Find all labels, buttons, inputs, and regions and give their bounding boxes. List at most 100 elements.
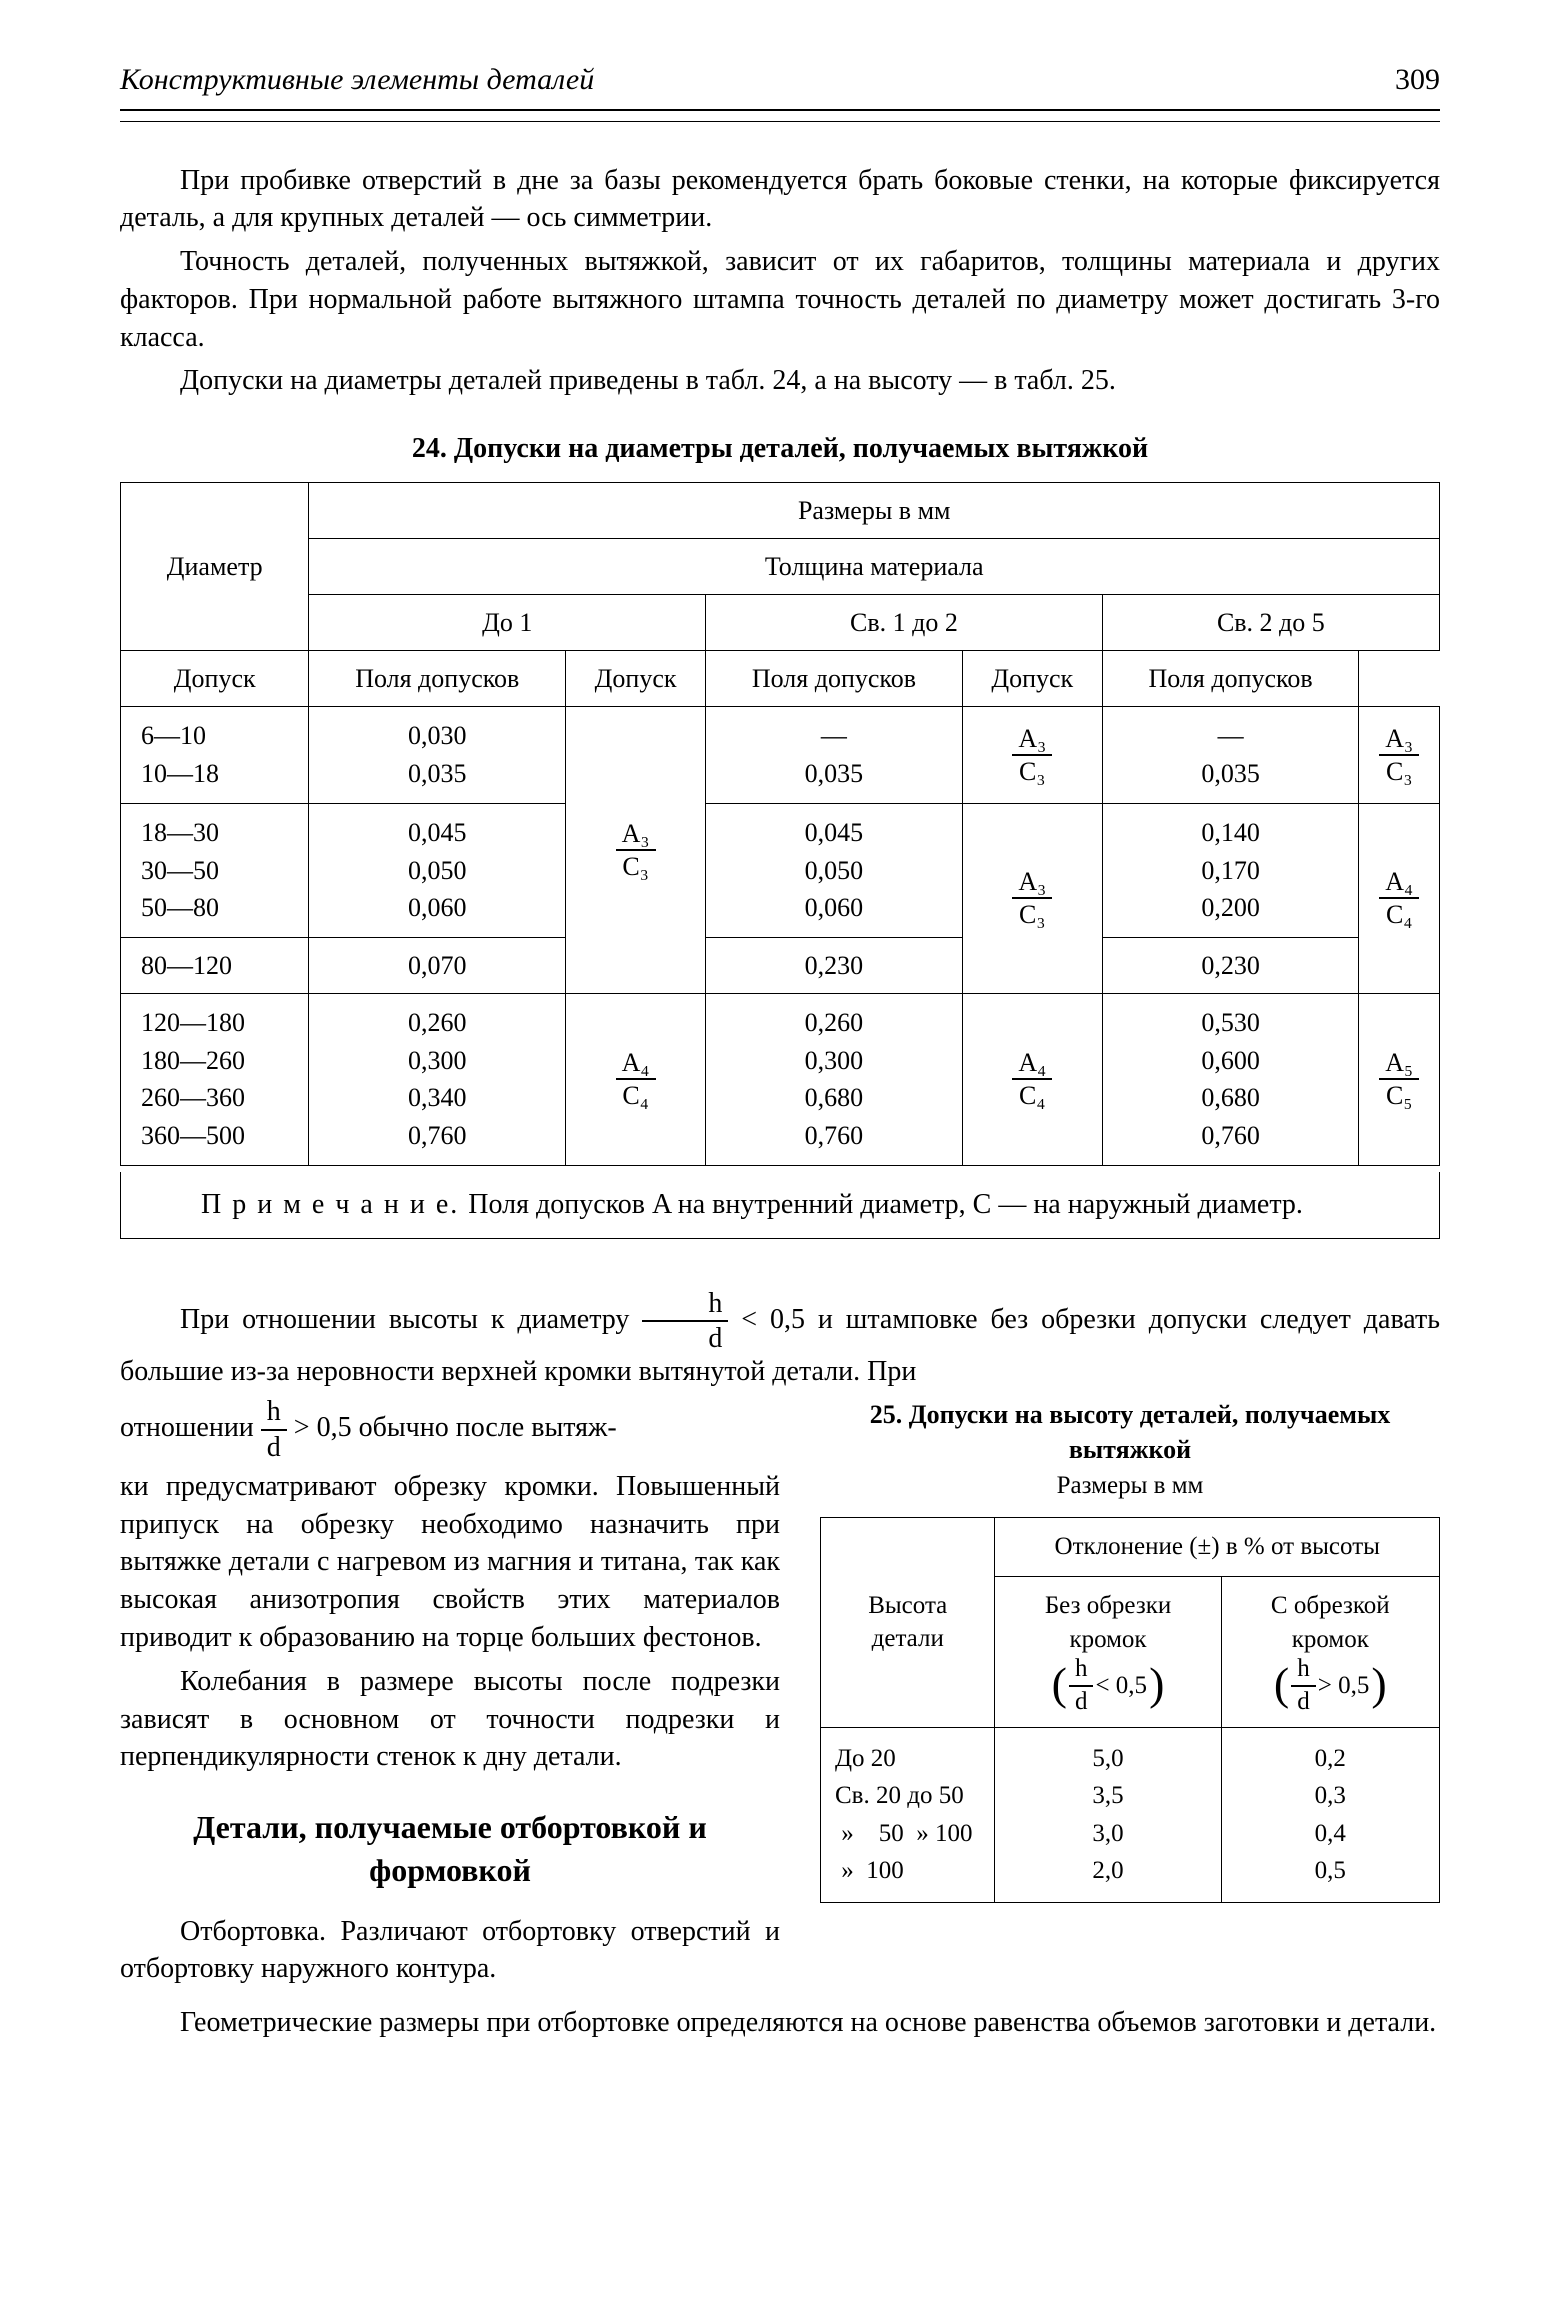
table24-caption: 24. Допуски на диаметры деталей, получае… [120, 430, 1440, 468]
t25-head: Без обрез­ки кромок ( h d < 0,5 ) [995, 1576, 1221, 1727]
frac-num: h [1069, 1656, 1094, 1686]
frac-den: C₅ [1379, 1080, 1419, 1109]
t24-cell: 120—180 180—260 260—360 360—500 [121, 993, 309, 1165]
t24-size-head: Размеры в мм [309, 483, 1440, 539]
t24-cell: 0,260 0,300 0,340 0,760 [309, 993, 566, 1165]
frac-den: d [261, 1431, 287, 1462]
t25-cell: До 20 Св. 20 до 50 » 50 » 100 » 100 [821, 1727, 995, 1902]
text-run: отношении [120, 1412, 261, 1443]
t24-field-cell: A₃ C₃ [962, 803, 1102, 993]
frac-num: A₄ [1379, 868, 1419, 899]
right-column: 25. Допуски на высоту деталей, получаемы… [820, 1397, 1440, 1903]
t24-field-cell: A₄ C₄ [566, 993, 706, 1165]
fraction-a3c3: A₃ C₃ [1012, 725, 1052, 786]
t24-cell: — 0,035 [706, 707, 963, 803]
table25-caption: 25. Допуски на высоту деталей, получаемы… [820, 1397, 1440, 1467]
t24-subhead: Допуск [121, 651, 309, 707]
paragraph: При пробивке отверстий в дне за базы рек… [120, 162, 1440, 238]
frac-num: A₅ [1379, 1049, 1419, 1080]
text-run: < 0,5 [1095, 1669, 1147, 1703]
t24-cell: 0,070 [309, 937, 566, 993]
section-heading: Детали, получаемые отбортовкой и формовк… [120, 1806, 780, 1892]
t24-cell: 0,260 0,300 0,680 0,760 [706, 993, 963, 1165]
t24-field-cell: A₃ C₃ [962, 707, 1102, 803]
table25-subcaption: Размеры в мм [820, 1469, 1440, 1503]
frac-num: h [261, 1397, 287, 1430]
t24-cell: 0,140 0,170 0,200 [1102, 803, 1359, 937]
paragraph: Точность деталей, полученных вытяжкой, з… [120, 243, 1440, 356]
paragraph: При отношении высоты к диаметру h d < 0,… [120, 1289, 1440, 1392]
t24-cell: 0,045 0,050 0,060 [706, 803, 963, 937]
frac-den: C₄ [1379, 899, 1419, 928]
frac-num: A₃ [616, 820, 656, 851]
frac-den: C₃ [1379, 756, 1419, 785]
fraction-hd: h d [642, 1289, 728, 1354]
text-run: > 0,5 [1318, 1669, 1370, 1703]
table25: Высота детали Отклонение (±) в % от высо… [820, 1517, 1440, 1903]
note-label: П р и м е ч а н и е. [201, 1189, 468, 1220]
text-run: С обрезкой кромок [1230, 1589, 1431, 1657]
frac-num: h [1291, 1656, 1316, 1686]
frac-den: C₃ [1012, 899, 1052, 928]
fraction-a4c4: A₄ C₄ [616, 1049, 656, 1110]
t24-subhead: Допуск [566, 651, 706, 707]
running-title: Конструктивные элементы деталей [120, 60, 594, 101]
t25-cell: 5,0 3,5 3,0 2,0 [995, 1727, 1221, 1902]
fraction-a3c3: A₃ C₃ [1012, 868, 1052, 929]
paragraph: Геометрические размеры при отбортовке оп… [120, 2004, 1440, 2042]
text-run: > 0,5 обычно после вытяж- [294, 1412, 617, 1443]
t24-col-group: До 1 [309, 595, 706, 651]
table24: Диаметр Размеры в мм Толщина материала Д… [120, 482, 1440, 1166]
fraction-a4c4: A₄ C₄ [1012, 1049, 1052, 1110]
running-head: Конструктивные элементы деталей 309 [120, 60, 1440, 111]
t24-subhead: Поля допусков [309, 651, 566, 707]
fraction-a5c5: A₅ C₅ [1379, 1049, 1419, 1110]
t24-cell: 6—10 10—18 [121, 707, 309, 803]
frac-den: d [1069, 1687, 1094, 1715]
t24-subhead: Поля допусков [1102, 651, 1359, 707]
t24-cell: 18—30 30—50 50—80 [121, 803, 309, 937]
t24-field-cell: A₄ C₄ [962, 993, 1102, 1165]
t24-col-group: Св. 2 до 5 [1102, 595, 1439, 651]
t25-cell: 0,2 0,3 0,4 0,5 [1221, 1727, 1439, 1902]
left-column: отношении h d > 0,5 обычно после вытяж- … [120, 1397, 780, 1994]
fraction-a4c4: A₄ C₄ [1379, 868, 1419, 929]
t25-head: С обрезкой кромок ( h d > 0,5 ) [1221, 1576, 1439, 1727]
paragraph: Колебания в размере высоты после подрезк… [120, 1663, 780, 1776]
frac-den: d [642, 1322, 728, 1353]
t24-col-group: Св. 1 до 2 [706, 595, 1103, 651]
t24-diameter-head: Диаметр [121, 483, 309, 651]
frac-den: C₃ [1012, 756, 1052, 785]
paragraph: Допуски на диаметры деталей приведены в … [120, 362, 1440, 400]
note-text: Поля допусков A на внутренний диаметр, C… [468, 1189, 1303, 1220]
frac-den: C₄ [1012, 1080, 1052, 1109]
t24-subhead: Поля допусков [706, 651, 963, 707]
fraction-hd: h d [1069, 1656, 1094, 1715]
paragraph: Отбортовка. Различают отбортовку отверст… [120, 1913, 780, 1989]
t24-subhead: Допуск [962, 651, 1102, 707]
page-number: 309 [1395, 60, 1440, 101]
frac-num: A₃ [1012, 868, 1052, 899]
t24-field-cell: A₄ C₄ [1359, 803, 1440, 993]
frac-num: A₃ [1012, 725, 1052, 756]
frac-num: A₄ [616, 1049, 656, 1080]
text-run: При отношении высоты к диаметру [180, 1303, 642, 1334]
fraction-a3c3: A₃ C₃ [616, 820, 656, 881]
t24-cell: 0,230 [706, 937, 963, 993]
table24-note: П р и м е ч а н и е. Поля допусков A на … [120, 1172, 1440, 1239]
t25-head: Отклонение (±) в % от высоты [995, 1518, 1440, 1577]
t24-field-cell: A₃ C₃ [1359, 707, 1440, 803]
t24-field-cell: A₃ C₃ [566, 707, 706, 994]
t24-thickness-head: Толщина материала [309, 539, 1440, 595]
t24-cell: 0,230 [1102, 937, 1359, 993]
paragraph: отношении h d > 0,5 обычно после вытяж- [120, 1397, 780, 1462]
t24-cell: 80—120 [121, 937, 309, 993]
text-run: Без обрез­ки кромок [1003, 1589, 1212, 1657]
t24-cell: 0,030 0,035 [309, 707, 566, 803]
frac-den: d [1291, 1687, 1316, 1715]
header-rule [120, 121, 1440, 122]
condition: ( h d > 0,5 ) [1274, 1656, 1387, 1715]
t24-field-cell: A₅ C₅ [1359, 993, 1440, 1165]
two-column-region: отношении h d > 0,5 обычно после вытяж- … [120, 1397, 1440, 1994]
t24-cell: — 0,035 [1102, 707, 1359, 803]
